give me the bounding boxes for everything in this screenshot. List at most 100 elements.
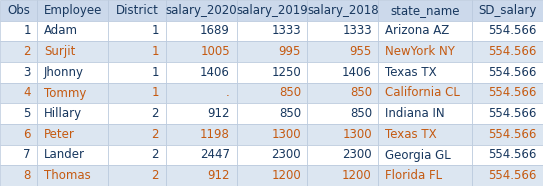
Bar [307, 165, 378, 186]
Text: 2: 2 [151, 107, 159, 120]
Bar [378, 0, 472, 21]
Text: salary_2020: salary_2020 [165, 4, 237, 17]
Bar [109, 83, 166, 103]
Bar [378, 41, 472, 62]
Bar [0, 62, 37, 83]
Bar [0, 21, 37, 41]
Bar [307, 41, 378, 62]
Text: 1300: 1300 [272, 128, 301, 141]
Text: 2300: 2300 [342, 148, 372, 161]
Text: California CL: California CL [385, 86, 460, 100]
Text: .: . [226, 86, 230, 100]
Text: Tommy: Tommy [44, 86, 86, 100]
Bar [109, 41, 166, 62]
Bar [0, 145, 37, 165]
Bar [307, 124, 378, 145]
Text: District: District [116, 4, 159, 17]
Text: Jhonny: Jhonny [44, 66, 84, 79]
Bar [109, 145, 166, 165]
Text: 1406: 1406 [342, 66, 372, 79]
Bar [378, 21, 472, 41]
Text: Peter: Peter [44, 128, 75, 141]
Bar [307, 83, 378, 103]
Text: 554.566: 554.566 [488, 148, 536, 161]
Text: 1333: 1333 [342, 25, 372, 38]
Bar [472, 145, 543, 165]
Bar [109, 165, 166, 186]
Text: NewYork NY: NewYork NY [385, 45, 455, 58]
Text: 1: 1 [151, 45, 159, 58]
Bar [166, 41, 237, 62]
Bar [0, 103, 37, 124]
Text: 554.566: 554.566 [488, 25, 536, 38]
Bar [37, 103, 109, 124]
Bar [307, 21, 378, 41]
Text: 955: 955 [350, 45, 372, 58]
Text: salary_2018: salary_2018 [307, 4, 379, 17]
Text: 2: 2 [151, 169, 159, 182]
Bar [237, 124, 307, 145]
Bar [237, 83, 307, 103]
Bar [378, 145, 472, 165]
Bar [472, 62, 543, 83]
Text: 2: 2 [151, 128, 159, 141]
Bar [109, 0, 166, 21]
Text: Adam: Adam [44, 25, 78, 38]
Bar [237, 103, 307, 124]
Text: 554.566: 554.566 [488, 66, 536, 79]
Bar [37, 124, 109, 145]
Text: 1250: 1250 [271, 66, 301, 79]
Text: 912: 912 [207, 169, 230, 182]
Bar [37, 41, 109, 62]
Text: 850: 850 [350, 107, 372, 120]
Bar [109, 124, 166, 145]
Bar [109, 62, 166, 83]
Bar [237, 145, 307, 165]
Bar [166, 21, 237, 41]
Bar [307, 62, 378, 83]
Text: 1: 1 [151, 66, 159, 79]
Text: salary_2019: salary_2019 [236, 4, 308, 17]
Bar [0, 0, 37, 21]
Text: Employee: Employee [44, 4, 102, 17]
Text: 850: 850 [279, 107, 301, 120]
Text: Obs: Obs [7, 4, 30, 17]
Bar [0, 124, 37, 145]
Text: Lander: Lander [44, 148, 85, 161]
Bar [307, 0, 378, 21]
Bar [472, 103, 543, 124]
Text: 1300: 1300 [342, 128, 372, 141]
Text: Florida FL: Florida FL [385, 169, 442, 182]
Bar [472, 165, 543, 186]
Bar [0, 165, 37, 186]
Bar [472, 124, 543, 145]
Text: 5: 5 [23, 107, 31, 120]
Text: 7: 7 [23, 148, 31, 161]
Bar [472, 83, 543, 103]
Text: Indiana IN: Indiana IN [385, 107, 445, 120]
Text: 554.566: 554.566 [488, 45, 536, 58]
Text: 850: 850 [350, 86, 372, 100]
Bar [237, 62, 307, 83]
Text: 1333: 1333 [272, 25, 301, 38]
Bar [378, 103, 472, 124]
Bar [472, 41, 543, 62]
Text: Arizona AZ: Arizona AZ [385, 25, 449, 38]
Text: 1406: 1406 [200, 66, 230, 79]
Text: 1: 1 [151, 25, 159, 38]
Bar [37, 0, 109, 21]
Text: 1: 1 [23, 25, 31, 38]
Text: 1: 1 [151, 86, 159, 100]
Bar [378, 62, 472, 83]
Text: 554.566: 554.566 [488, 107, 536, 120]
Bar [166, 165, 237, 186]
Text: 2: 2 [23, 45, 31, 58]
Text: 1689: 1689 [200, 25, 230, 38]
Bar [37, 145, 109, 165]
Text: Texas TX: Texas TX [385, 66, 437, 79]
Text: 554.566: 554.566 [488, 86, 536, 100]
Text: 2447: 2447 [200, 148, 230, 161]
Text: Texas TX: Texas TX [385, 128, 437, 141]
Text: 4: 4 [23, 86, 31, 100]
Text: 995: 995 [279, 45, 301, 58]
